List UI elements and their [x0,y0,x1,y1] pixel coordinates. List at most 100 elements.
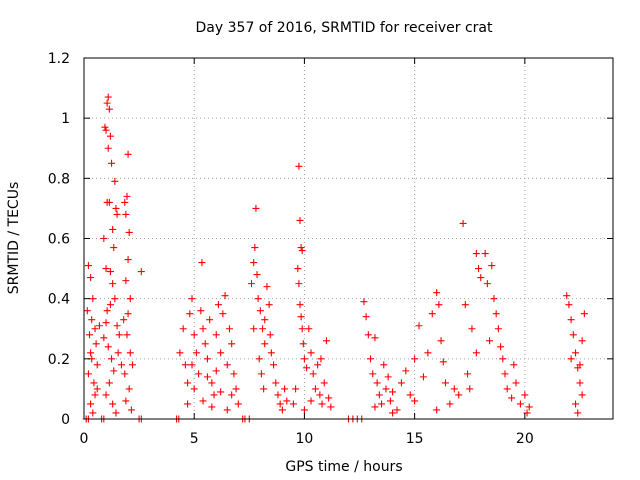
data-point [252,204,260,212]
data-point [305,325,313,333]
data-point [121,198,129,206]
data-point [115,331,123,339]
data-point [459,219,467,227]
data-point [311,385,319,393]
data-point [93,361,101,369]
data-point [89,409,97,417]
data-point [580,310,588,318]
data-point [219,310,227,318]
data-point [439,358,447,366]
data-point [208,379,216,387]
data-point [508,394,516,402]
data-point [297,244,305,252]
data-point [104,343,112,351]
data-point [362,313,370,321]
data-point [109,280,117,288]
data-point [181,361,189,369]
data-point [296,216,304,224]
data-point [127,406,135,414]
data-point [314,361,322,369]
data-point [455,391,463,399]
data-point [208,403,216,411]
data-point [307,397,315,405]
data-point [402,367,410,375]
data-point [112,204,120,212]
axis-ticks [83,57,613,420]
data-point [102,265,110,273]
data-point [435,301,443,309]
data-point [373,379,381,387]
data-point [563,292,571,300]
data-point [221,292,229,300]
data-point [104,93,112,101]
data-point [199,397,207,405]
data-point [378,400,386,408]
data-point [294,265,302,273]
data-point [184,400,192,408]
data-point [104,144,112,152]
data-point [95,322,103,330]
data-point [488,262,496,270]
data-point [126,349,134,357]
y-tick-label: 0.6 [48,232,70,248]
data-point [464,370,472,378]
data-point [318,400,326,408]
data-point [272,379,280,387]
data-point [106,268,114,276]
data-point [475,265,483,273]
data-point [125,385,133,393]
data-point [411,355,419,363]
data-point [121,370,129,378]
data-point [492,310,500,318]
data-point [316,391,324,399]
data-point [248,280,256,288]
data-point [90,379,98,387]
data-point [578,391,586,399]
data-point [203,355,211,363]
data-point [109,225,117,233]
chart-title: Day 357 of 2016, SRMTID for receiver cra… [196,20,493,36]
data-point [111,295,119,303]
data-point [124,310,132,318]
data-point [419,373,427,381]
data-point [190,331,198,339]
data-point [86,331,94,339]
data-point [327,403,335,411]
data-point [123,331,131,339]
data-point [364,331,372,339]
data-point [251,244,259,252]
data-point [105,379,113,387]
data-point [298,325,306,333]
data-point [123,192,131,200]
data-point [259,325,267,333]
data-point [106,301,114,309]
data-point [83,307,91,315]
data-point [198,259,206,267]
data-point [124,256,132,264]
data-point [225,325,233,333]
data-point [386,397,394,405]
data-point [122,210,130,218]
data-point [217,349,225,357]
data-point [256,307,264,315]
y-tick-label: 1.2 [48,51,70,67]
x-tick-labels: 0 5 10 15 20 [80,431,534,447]
data-point [303,364,311,372]
data-point [466,385,474,393]
data-point [375,391,383,399]
data-point [406,391,414,399]
data-point [389,388,397,396]
data-point [206,316,214,324]
data-point [295,162,303,170]
data-point [576,379,584,387]
data-point [501,370,509,378]
data-point [179,325,187,333]
data-point [223,361,231,369]
data-point [461,301,469,309]
data-point [105,198,113,206]
data-point [322,337,330,345]
data-point [393,406,401,414]
data-point [397,379,405,387]
data-point [569,331,577,339]
